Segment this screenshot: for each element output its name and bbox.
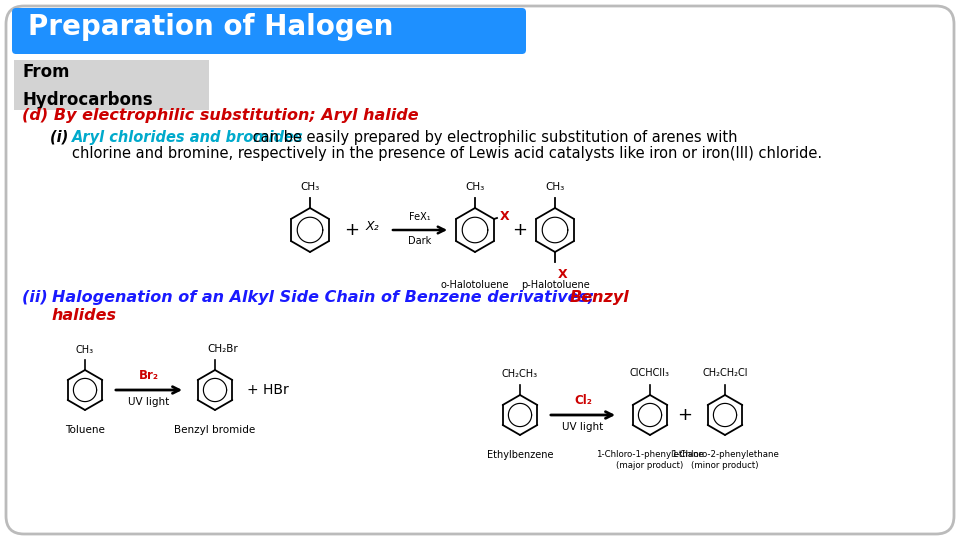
- Text: X₂: X₂: [365, 220, 379, 233]
- Text: chlorine and bromine, respectively in the presence of Lewis acid catalysts like : chlorine and bromine, respectively in th…: [72, 146, 822, 161]
- Text: From: From: [22, 63, 69, 81]
- Text: CH₂CH₃: CH₂CH₃: [502, 369, 538, 379]
- Text: FeX₁: FeX₁: [409, 212, 431, 222]
- Text: Br₂: Br₂: [139, 369, 159, 382]
- Text: X: X: [500, 210, 510, 222]
- Text: +: +: [345, 221, 359, 239]
- Text: Hydrocarbons: Hydrocarbons: [22, 91, 153, 109]
- Text: + HBr: + HBr: [247, 383, 289, 397]
- Text: Cl₂: Cl₂: [574, 394, 592, 407]
- Text: Preparation of Halogen: Preparation of Halogen: [28, 13, 394, 41]
- Text: CH₃: CH₃: [76, 345, 94, 355]
- Text: p-Halotoluene: p-Halotoluene: [520, 280, 589, 290]
- Text: Halogenation of an Alkyl Side Chain of Benzene derivatives;: Halogenation of an Alkyl Side Chain of B…: [52, 290, 600, 305]
- FancyBboxPatch shape: [12, 8, 526, 54]
- Text: (ii): (ii): [22, 290, 54, 305]
- Text: UV light: UV light: [563, 422, 604, 432]
- Text: ClCHClI₃: ClCHClI₃: [630, 368, 670, 378]
- Text: CH₃: CH₃: [300, 182, 320, 192]
- Text: Ethylbenzene: Ethylbenzene: [487, 450, 553, 460]
- Text: (minor product): (minor product): [691, 461, 758, 470]
- Text: halides: halides: [52, 308, 117, 323]
- FancyBboxPatch shape: [6, 6, 954, 534]
- Text: (d) By electrophilic substitution; Aryl halide: (d) By electrophilic substitution; Aryl …: [22, 108, 419, 123]
- Text: +: +: [678, 406, 692, 424]
- Text: +: +: [513, 221, 527, 239]
- Text: 1-Chloro-1-phenylethane: 1-Chloro-1-phenylethane: [596, 450, 704, 459]
- Text: CH₂CH₂Cl: CH₂CH₂Cl: [703, 368, 748, 378]
- Text: Dark: Dark: [408, 236, 432, 246]
- FancyBboxPatch shape: [14, 60, 209, 110]
- Text: can be easily prepared by electrophilic substitution of arenes with: can be easily prepared by electrophilic …: [248, 130, 737, 145]
- Text: (major product): (major product): [616, 461, 684, 470]
- Text: CH₂Br: CH₂Br: [207, 344, 238, 354]
- Text: Benzyl bromide: Benzyl bromide: [175, 425, 255, 435]
- Text: Aryl chlorides and bromides: Aryl chlorides and bromides: [72, 130, 303, 145]
- Text: X: X: [558, 268, 567, 281]
- Text: CH₃: CH₃: [545, 182, 564, 192]
- Text: o-Halotoluene: o-Halotoluene: [441, 280, 509, 290]
- Text: Toluene: Toluene: [65, 425, 105, 435]
- Text: CH₃: CH₃: [466, 182, 485, 192]
- Text: Benzyl: Benzyl: [570, 290, 630, 305]
- Text: 1-Chloro-2-phenylethane: 1-Chloro-2-phenylethane: [671, 450, 779, 459]
- Text: (i): (i): [50, 130, 73, 145]
- Text: UV light: UV light: [129, 397, 170, 407]
